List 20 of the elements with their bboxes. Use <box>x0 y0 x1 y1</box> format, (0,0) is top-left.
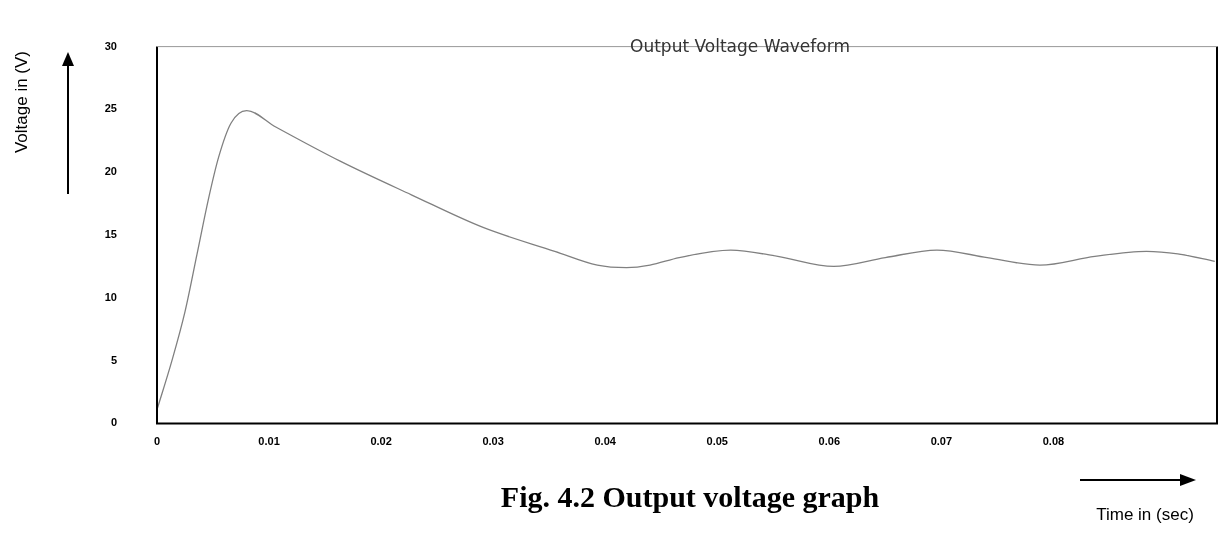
y-tick-label: 10 <box>104 290 117 303</box>
caption: Fig. 4.2 Output voltage graph <box>499 480 881 514</box>
x-tick-label: 0.08 <box>1042 435 1065 448</box>
x-tick-label: 0.06 <box>818 435 841 448</box>
y-tick-label: 5 <box>110 353 117 366</box>
y-axis-title: Voltage in (V) <box>12 49 32 156</box>
x-tick-label: 0.01 <box>258 435 280 448</box>
y-tick-label: 20 <box>104 165 117 178</box>
x-tick-label: 0.03 <box>482 435 504 448</box>
x-tick-label: 0.07 <box>930 435 953 448</box>
y-tick-label: 15 <box>104 228 117 241</box>
y-tick-label: 30 <box>104 39 117 52</box>
x-tick-label: 0.02 <box>370 435 392 448</box>
x-axis-title: Time in (sec) <box>1095 505 1195 525</box>
y-tick-label: 0 <box>110 416 117 429</box>
x-tick-label: 0.05 <box>706 435 728 448</box>
x-tick-label: 0 <box>153 435 161 448</box>
y-tick-label: 25 <box>104 102 117 115</box>
chart-title: Output Voltage Waveform <box>629 36 851 56</box>
x-tick-label: 0.04 <box>594 435 617 448</box>
